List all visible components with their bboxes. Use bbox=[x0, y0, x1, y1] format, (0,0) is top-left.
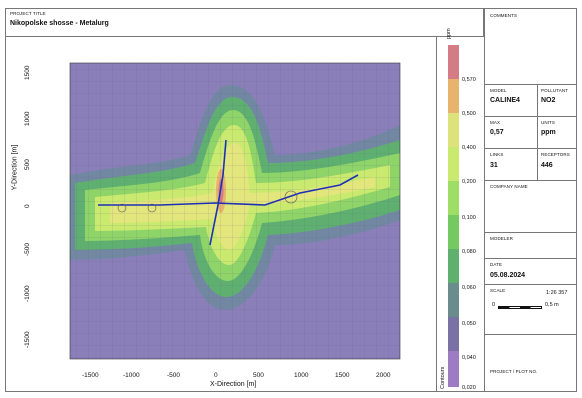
links-label: LINKS bbox=[490, 152, 504, 157]
pollutant-label: POLLUTANT bbox=[541, 88, 569, 93]
y-axis-title: Y-Direction [m] bbox=[11, 144, 19, 191]
colorbar-tick-3: 0,200 bbox=[462, 179, 476, 185]
date-value: 05.08.2024 bbox=[490, 272, 526, 279]
scale-label: SCALE bbox=[490, 288, 506, 293]
project-plot-section: PROJECT / PLOT NO. bbox=[484, 334, 577, 392]
y-axis-title-wrap: Y-Direction [m] bbox=[8, 100, 22, 240]
company-label: COMPANY NAME bbox=[490, 184, 528, 189]
colorbar-contours-label: Contours bbox=[440, 366, 446, 389]
colorbar bbox=[448, 45, 459, 387]
scale-bar-start: 0 bbox=[492, 302, 496, 308]
colorbar-tick-1: 0,500 bbox=[462, 111, 476, 117]
units-label: UNITS bbox=[541, 120, 555, 125]
modeler-section: MODELER bbox=[484, 232, 577, 258]
y-tick-0: 0 bbox=[24, 204, 31, 208]
comments-label: COMMENTS bbox=[490, 13, 518, 18]
x-axis-title: X-Direction [m] bbox=[210, 381, 257, 388]
colorbar-tick-4: 0,100 bbox=[462, 215, 476, 221]
scale-bar-end: 0,5 m bbox=[545, 302, 559, 308]
colorbar-tick-8: 0,040 bbox=[462, 355, 476, 361]
links-value: 31 bbox=[490, 162, 498, 169]
x-tick-neg1500: -1500 bbox=[82, 372, 99, 379]
x-tick-0: 0 bbox=[214, 372, 218, 379]
colorbar-panel: ppm 0,570 0,500 0,400 0,200 0,100 0,080 … bbox=[436, 28, 484, 392]
max-row: MAX 0,57 UNITS ppm bbox=[484, 116, 577, 149]
receptors-value: 446 bbox=[541, 162, 553, 169]
max-value: 0,57 bbox=[490, 129, 504, 136]
colorbar-tick-6: 0,060 bbox=[462, 285, 476, 291]
contour-plot[interactable] bbox=[40, 45, 435, 363]
colorbar-unit: ppm bbox=[446, 28, 452, 39]
date-section: DATE 05.08.2024 bbox=[484, 258, 577, 284]
project-title-label: PROJECT TITLE bbox=[10, 11, 46, 16]
units-value: ppm bbox=[541, 129, 556, 136]
model-value: CALINE4 bbox=[490, 97, 520, 104]
info-panel bbox=[484, 8, 577, 392]
modeler-label: MODELER bbox=[490, 236, 513, 241]
pollutant-cell: POLLUTANT NO2 bbox=[537, 85, 568, 117]
receptors-label: RECEPTORS bbox=[541, 152, 570, 157]
colorbar-tick-7: 0,050 bbox=[462, 321, 476, 327]
scale-bar bbox=[498, 306, 542, 309]
y-tick-500: 500 bbox=[24, 159, 31, 170]
contour-plot-svg bbox=[69, 62, 401, 360]
pollutant-value: NO2 bbox=[541, 97, 556, 104]
company-section: COMPANY NAME bbox=[484, 180, 577, 232]
colorbar-tick-2: 0,400 bbox=[462, 145, 476, 151]
x-tick-500: 500 bbox=[253, 372, 264, 379]
colorbar-tick-9: 0,020 bbox=[462, 385, 476, 391]
y-tick-neg500: -500 bbox=[24, 242, 31, 256]
receptor-grid bbox=[70, 63, 400, 359]
x-tick-neg500: -500 bbox=[167, 372, 181, 379]
colorbar-tick-0: 0,570 bbox=[462, 77, 476, 83]
model-row: MODEL CALINE4 POLLUTANT NO2 bbox=[484, 84, 577, 117]
date-label: DATE bbox=[490, 262, 503, 267]
project-plot-label: PROJECT / PLOT NO. bbox=[490, 369, 538, 374]
y-tick-neg1000: -1000 bbox=[24, 285, 31, 302]
colorbar-tick-5: 0,080 bbox=[462, 249, 476, 255]
links-row: LINKS 31 RECEPTORS 446 bbox=[484, 148, 577, 181]
model-label: MODEL bbox=[490, 88, 507, 93]
units-cell: UNITS ppm bbox=[537, 117, 556, 149]
y-tick-1000: 1000 bbox=[24, 111, 31, 126]
x-tick-2000: 2000 bbox=[376, 372, 391, 379]
x-tick-1500: 1500 bbox=[335, 372, 350, 379]
y-tick-1500: 1500 bbox=[24, 65, 31, 80]
title-block: PROJECT TITLE Nikopolske shosse - Metalu… bbox=[5, 8, 484, 37]
scale-value: 1:26 357 bbox=[546, 290, 568, 296]
max-label: MAX bbox=[490, 120, 501, 125]
comments-section: COMMENTS bbox=[484, 8, 577, 84]
x-tick-neg1000: -1000 bbox=[123, 372, 140, 379]
scale-section: SCALE 1:26 357 0 0,5 m bbox=[484, 284, 577, 334]
receptors-cell: RECEPTORS 446 bbox=[537, 149, 570, 181]
x-tick-1000: 1000 bbox=[294, 372, 309, 379]
project-title: Nikopolske shosse - Metalurg bbox=[10, 20, 109, 27]
y-tick-neg1500: -1500 bbox=[24, 331, 31, 348]
